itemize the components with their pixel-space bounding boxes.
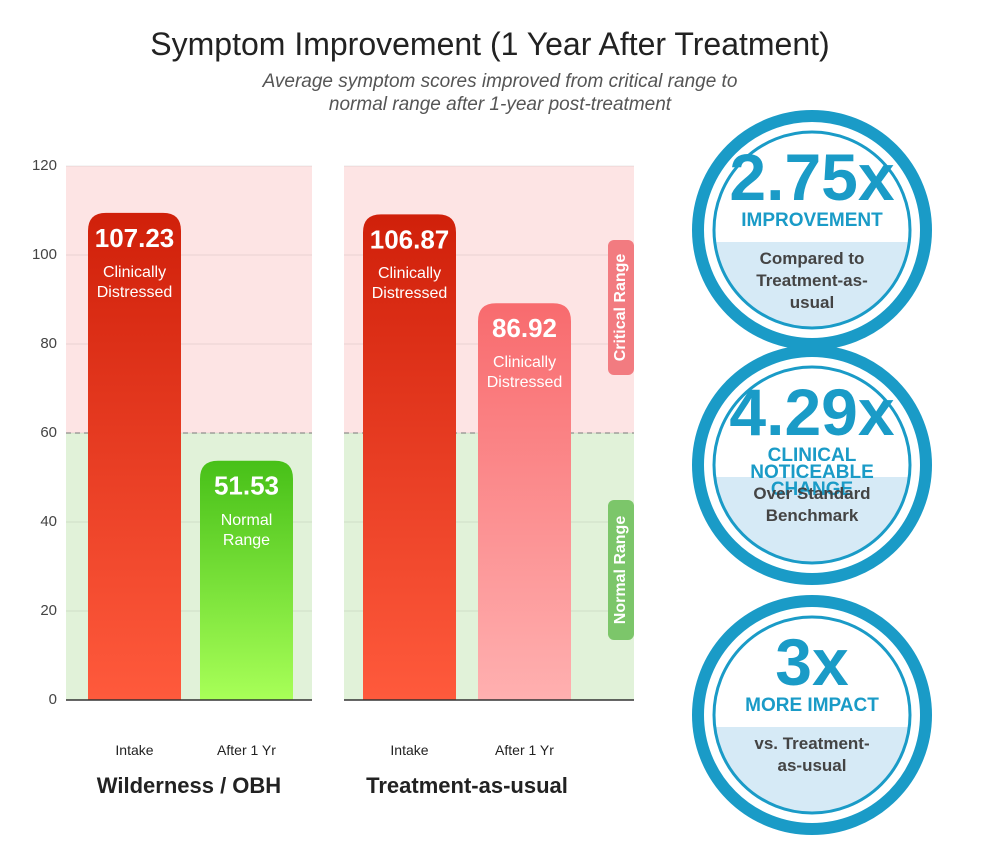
bar-status: Normal Range [220, 511, 273, 549]
bar-status: Clinically Distressed [486, 354, 563, 392]
y-tick-label: 20 [40, 602, 57, 619]
y-tick-label: 100 [32, 246, 57, 263]
stat-value: 4.29x [729, 375, 894, 449]
range-tag [608, 500, 634, 640]
y-tick-label: 40 [40, 513, 57, 530]
bar-status: Clinically Distressed [96, 263, 173, 301]
bar [478, 303, 571, 700]
x-tick-label: Intake [390, 742, 428, 758]
stat-label: IMPROVEMENT [741, 210, 883, 231]
stat-label: CLINICAL NOTICEABLE CHANGE [750, 445, 874, 500]
stat-label: MORE IMPACT [745, 695, 879, 716]
value-label: 86.92 [492, 313, 557, 343]
x-tick-label: Intake [115, 742, 153, 758]
y-tick-label: 120 [32, 157, 57, 174]
panel-gap [312, 155, 344, 701]
stat-note: Over Standard Benchmark [753, 484, 871, 525]
bar-status: Clinically Distressed [371, 265, 448, 303]
stat-inner [712, 365, 912, 565]
bar [200, 460, 293, 700]
y-tick-label: 80 [40, 335, 57, 352]
stat-inner [712, 130, 912, 330]
range-tag-label: Normal Range [612, 516, 629, 625]
range-tag-label: Critical Range [612, 254, 629, 362]
chart-title: Symptom Improvement (1 Year After Treatm… [150, 26, 830, 62]
value-label: 107.23 [95, 223, 175, 253]
bar [88, 212, 181, 700]
group-label: Wilderness / OBH [97, 773, 281, 798]
value-label: 106.87 [370, 224, 450, 254]
stat-note: vs. Treatment-as-usual [754, 734, 870, 775]
bar [363, 214, 456, 700]
range-tag [608, 240, 634, 375]
value-label: 51.53 [214, 471, 279, 501]
y-tick-label: 60 [40, 424, 57, 441]
chart-subtitle: Average symptom scores improved from cri… [262, 71, 738, 115]
stat-value: 3x [775, 625, 849, 699]
stat-value: 2.75x [729, 140, 894, 214]
y-tick-label: 0 [49, 691, 57, 708]
x-tick-label: After 1 Yr [217, 742, 276, 758]
group-label: Treatment-as-usual [366, 773, 568, 798]
stat-inner [712, 615, 912, 815]
stat-note: Compared to Treatment-as-usual [756, 249, 868, 312]
x-tick-label: After 1 Yr [495, 742, 554, 758]
